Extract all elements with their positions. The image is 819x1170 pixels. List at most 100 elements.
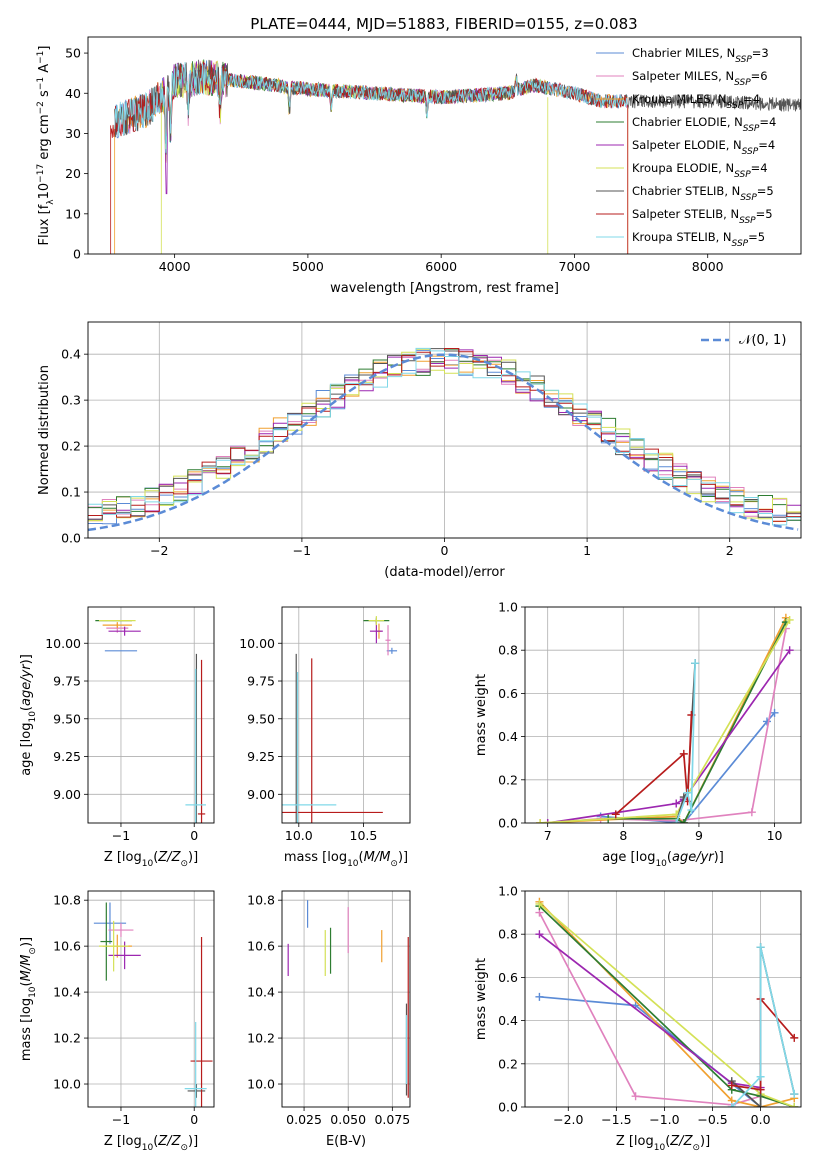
- x-tick-label: 7000: [559, 259, 591, 274]
- y-tick-label: 50: [65, 46, 81, 61]
- legend-label-kroupa_stelib: Kroupa STELIB, NSSP=5: [632, 230, 765, 249]
- x-tick-label: −1: [112, 828, 130, 843]
- weight_vs_Z-panel: [525, 890, 801, 1108]
- x-tick-label: 0: [190, 1112, 198, 1127]
- x-tick-label: 0.050: [330, 1112, 366, 1127]
- weight-marker-kroupa_stelib: [790, 1090, 799, 1099]
- mass_vs_ebv-panel: [282, 891, 410, 1107]
- mass_vs_Z-panel: [88, 891, 214, 1107]
- weight-line-chabrier_miles: [539, 995, 762, 1107]
- errorbar-kroupa_stelib: [185, 668, 206, 823]
- x-tick-label: 1: [583, 543, 591, 558]
- x-axis-label: Z [log10(Z/Z⊙)]: [104, 1134, 198, 1153]
- x-tick-label: 0: [190, 828, 198, 843]
- axes-frame: [87, 36, 802, 255]
- weight-line-salpeter_miles: [547, 628, 787, 823]
- y-axis-label: Flux [fλ10−17 erg cm−2 s−1 A−1]: [36, 46, 56, 246]
- x-tick-label: −2.0: [553, 1112, 583, 1127]
- weight-marker-salpeter_stelib: [679, 749, 688, 758]
- y-tick-label: 0.1: [61, 485, 81, 500]
- weight-line-kroupa_stelib: [731, 947, 796, 1107]
- x-axis-label: age [log10(age/yr)]: [602, 850, 724, 869]
- weight-marker-kroupa_elodie: [535, 899, 544, 908]
- errorbar-salpeter_stelib: [282, 658, 383, 823]
- x-tick-label: 5000: [292, 259, 324, 274]
- errorbar-kroupa_elodie: [368, 616, 385, 626]
- weight-marker-chabrier_stelib: [756, 1103, 765, 1107]
- age_vs_mass-axes: 10.0 10.5 9.00 9.25 9.50 9.75 10.00 mass [log10…: [239, 606, 411, 869]
- weight-marker-kroupa_elodie: [790, 1103, 799, 1107]
- weight_vs_Z-plot-area: [535, 897, 799, 1107]
- errorbar-kroupa_elodie: [98, 920, 129, 972]
- weight_vs_age-panel: [525, 606, 801, 824]
- x-tick-label: 8: [619, 828, 627, 843]
- residual-hist-salpeter_stelib: [88, 348, 801, 522]
- errorbar-salpeter_stelib: [190, 936, 213, 1107]
- axes-frame: [524, 890, 802, 1108]
- axes-frame: [524, 606, 802, 824]
- x-tick-label: 0.0: [751, 1112, 771, 1127]
- y-tick-label: 0.8: [498, 643, 518, 658]
- x-axis-label: Z [log10(Z/Z⊙)]: [616, 1134, 710, 1153]
- x-tick-label: −1: [112, 1112, 130, 1127]
- y-tick-label: 9.50: [247, 711, 275, 726]
- spectrum-panel: [110, 59, 801, 254]
- y-tick-label: 10.6: [247, 939, 275, 954]
- axes-frame: [281, 890, 411, 1108]
- weight-marker-kroupa_stelib: [683, 788, 692, 797]
- y-tick-label: 10: [65, 206, 81, 221]
- errorbar-kroupa_miles: [102, 622, 132, 629]
- y-axis-label: mass weight: [474, 958, 489, 1040]
- y-tick-label: 0.6: [498, 970, 518, 985]
- normal-curve: [88, 353, 799, 532]
- legend-label-normal: 𝒩(0, 1): [739, 333, 786, 348]
- y-tick-label: 0.0: [498, 1100, 518, 1115]
- spectrum-plot-area: [110, 59, 801, 254]
- mass_vs_Z-plot-area: [93, 902, 213, 1107]
- spectrum-series-kroupa_stelib: [114, 62, 628, 153]
- residuals-plot-area: [88, 347, 801, 532]
- y-tick-label: 10.6: [53, 939, 81, 954]
- x-tick-label: −1: [293, 543, 311, 558]
- y-axis-label: age [log10(age/yr)]: [19, 654, 38, 776]
- residual-hist-kroupa_elodie: [88, 348, 801, 521]
- spectrum-axes: 4000 5000 6000 7000 8000 0 10 20 30 40 50 Chabrier …: [36, 36, 802, 296]
- y-tick-label: 0.2: [498, 1056, 518, 1071]
- y-tick-label: 9.00: [53, 787, 81, 802]
- y-tick-label: 10.0: [53, 1077, 81, 1092]
- y-tick-label: 1.0: [498, 600, 518, 615]
- y-tick-label: 9.75: [247, 674, 275, 689]
- axes-frame: [87, 606, 215, 824]
- weight-line-kroupa_stelib: [675, 663, 696, 823]
- weight-marker-chabrier_miles: [535, 992, 544, 1001]
- weight-marker-chabrier_miles: [762, 717, 771, 726]
- residual-hist-kroupa_stelib: [88, 347, 801, 526]
- errorbar-salpeter_stelib: [197, 659, 206, 823]
- y-tick-label: 10.4: [53, 985, 81, 1000]
- weight-marker-salpeter_miles: [631, 1092, 640, 1101]
- y-tick-label: 0.3: [61, 393, 81, 408]
- age_vs_Z-panel: [88, 607, 214, 823]
- errorbar-kroupa_stelib: [184, 1021, 207, 1107]
- y-tick-label: 40: [65, 86, 81, 101]
- weight-line-salpeter_miles: [538, 912, 761, 1106]
- mass_vs_ebv-plot-area: [287, 900, 409, 1098]
- legend-label-salpeter_elodie: Salpeter ELODIE, NSSP=4: [632, 138, 775, 157]
- weight-line-chabrier_elodie: [608, 621, 787, 823]
- weight-line-kroupa_miles: [540, 617, 787, 823]
- y-tick-label: 0.8: [498, 927, 518, 942]
- weight_vs_age-axes: 7 8 9 10 0.0 0.2 0.4 0.6 0.8 1.0 age [log10(age/yr…: [474, 600, 802, 869]
- weight-line-salpeter_elodie: [547, 649, 791, 823]
- y-tick-label: 9.50: [53, 711, 81, 726]
- weight-marker-kroupa_stelib: [727, 1103, 736, 1107]
- weight-line-salpeter_stelib: [615, 714, 693, 816]
- y-tick-label: 10.2: [247, 1031, 275, 1046]
- y-tick-label: 0.4: [498, 1013, 518, 1028]
- x-tick-label: 0.025: [286, 1112, 322, 1127]
- weight_vs_Z-axes: −2.0 −1.5 −1.0 −0.5 0.0 0.0 0.2 0.4 0.6 0.8 1.0 Z […: [474, 884, 802, 1153]
- weight-marker-chabrier_miles: [770, 708, 779, 717]
- x-axis-label: E(B-V): [326, 1134, 366, 1149]
- axes-frame: [87, 890, 215, 1108]
- y-axis-label: Normed distribution: [37, 365, 52, 495]
